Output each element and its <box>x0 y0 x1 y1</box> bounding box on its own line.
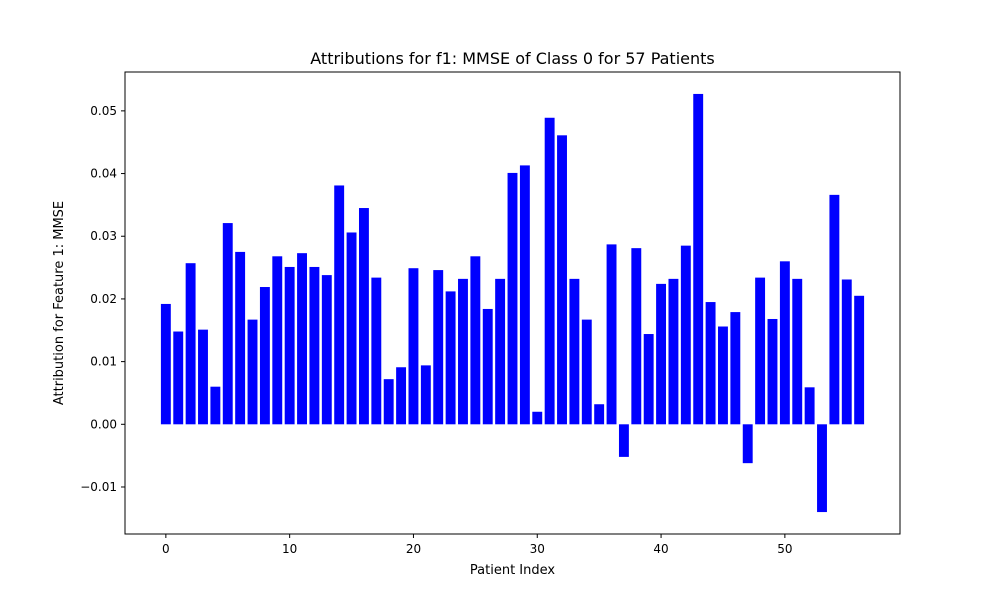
bar-patient-0 <box>160 303 171 425</box>
y-axis-label: Attribution for Feature 1: MMSE <box>52 201 67 405</box>
bar-patient-39 <box>643 334 654 425</box>
bar-patient-18 <box>383 379 394 425</box>
bar-patient-9 <box>272 256 283 425</box>
bar-patient-1 <box>173 331 184 425</box>
y-tick-label: 0.05 <box>90 104 117 118</box>
y-tick-label: −0.01 <box>80 480 117 494</box>
bar-patient-37 <box>618 424 629 457</box>
y-axis: −0.01 0.00 0.01 0.02 0.03 0.04 0.05 <box>80 104 125 494</box>
x-tick-label: 50 <box>777 542 792 556</box>
bar-patient-20 <box>408 268 419 425</box>
bar-patient-46 <box>730 312 741 425</box>
x-axis: 0 10 20 30 40 50 <box>162 534 793 556</box>
bar-patient-8 <box>259 287 270 425</box>
bar-patient-35 <box>594 404 605 425</box>
bar-patient-11 <box>297 253 307 425</box>
bar-patient-24 <box>458 278 468 425</box>
bar-patient-55 <box>841 279 852 425</box>
bar-patient-12 <box>309 266 320 425</box>
y-tick-label: 0.03 <box>90 229 117 243</box>
bar-patient-50 <box>779 261 790 425</box>
bar-patient-40 <box>656 283 667 425</box>
bar-patient-33 <box>569 278 580 425</box>
bar-patient-32 <box>557 135 567 425</box>
bar-patient-23 <box>445 291 456 425</box>
bar-patient-51 <box>792 278 803 425</box>
bars-layer <box>160 93 865 513</box>
bar-patient-36 <box>606 244 617 425</box>
bar-patient-38 <box>631 248 642 425</box>
bar-patient-44 <box>705 302 716 425</box>
x-axis-label: Patient Index <box>470 563 555 578</box>
bar-patient-15 <box>346 232 357 425</box>
bar-patient-45 <box>718 326 728 425</box>
bar-patient-53 <box>817 424 827 513</box>
y-tick-label: 0.01 <box>90 355 117 369</box>
bar-patient-13 <box>321 275 332 425</box>
chart-title: Attributions for f1: MMSE of Class 0 for… <box>310 49 714 68</box>
bar-patient-3 <box>198 329 208 425</box>
bar-patient-25 <box>470 256 481 425</box>
bar-patient-19 <box>396 367 407 425</box>
bar-patient-52 <box>804 387 815 425</box>
bar-patient-47 <box>742 424 753 464</box>
bar-patient-49 <box>767 318 778 425</box>
bar-patient-14 <box>334 185 345 425</box>
bar-patient-21 <box>420 365 431 425</box>
bar-patient-17 <box>371 277 382 425</box>
y-tick-label: 0.02 <box>90 292 117 306</box>
bar-patient-54 <box>829 194 840 425</box>
bar-patient-6 <box>235 251 246 425</box>
bar-patient-56 <box>854 295 865 425</box>
bar-patient-30 <box>532 411 543 425</box>
x-tick-label: 20 <box>406 542 421 556</box>
bar-patient-28 <box>507 172 518 425</box>
x-tick-label: 40 <box>653 542 668 556</box>
bar-patient-43 <box>693 93 704 425</box>
bar-patient-16 <box>358 208 369 425</box>
plot-frame <box>124 71 901 535</box>
bar-patient-26 <box>482 308 493 425</box>
bar-patient-31 <box>544 117 555 425</box>
y-tick-label: 0.00 <box>90 417 117 431</box>
x-tick-label: 0 <box>162 542 170 556</box>
y-tick-label: 0.04 <box>90 167 117 181</box>
bar-patient-27 <box>495 278 506 425</box>
bar-patient-48 <box>755 277 766 425</box>
bar-patient-7 <box>247 319 258 425</box>
bar-patient-41 <box>668 278 679 425</box>
bar-patient-2 <box>185 263 196 425</box>
bar-patient-34 <box>581 319 592 425</box>
x-tick-label: 10 <box>282 542 297 556</box>
bar-patient-4 <box>210 386 221 425</box>
bar-patient-29 <box>519 165 530 425</box>
x-tick-label: 30 <box>530 542 545 556</box>
bar-patient-22 <box>433 270 444 425</box>
bar-patient-5 <box>222 223 233 425</box>
bar-patient-42 <box>680 245 691 425</box>
bar-patient-10 <box>284 266 295 425</box>
